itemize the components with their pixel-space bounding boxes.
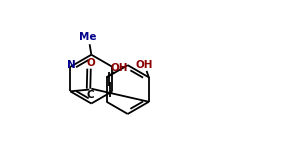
Text: N: N bbox=[67, 60, 75, 70]
Text: O: O bbox=[86, 58, 95, 68]
Text: OH: OH bbox=[136, 60, 153, 70]
Text: C: C bbox=[87, 90, 95, 100]
Text: Me: Me bbox=[79, 32, 97, 42]
Text: OH: OH bbox=[110, 63, 127, 73]
